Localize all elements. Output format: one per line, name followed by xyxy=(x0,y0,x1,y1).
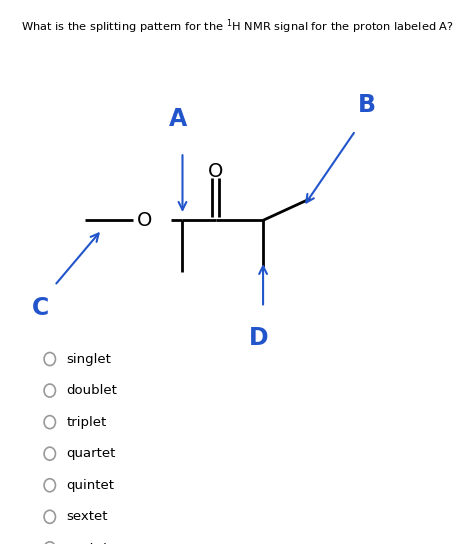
Text: O: O xyxy=(137,211,152,230)
Text: septet: septet xyxy=(66,542,109,544)
Text: What is the splitting pattern for the $^{1}$H NMR signal for the proton labeled : What is the splitting pattern for the $^… xyxy=(20,17,454,36)
Text: triplet: triplet xyxy=(66,416,107,429)
Text: doublet: doublet xyxy=(66,384,117,397)
Text: sextet: sextet xyxy=(66,510,108,523)
Text: O: O xyxy=(208,162,223,181)
Text: A: A xyxy=(169,107,187,131)
Text: D: D xyxy=(248,326,268,350)
Text: B: B xyxy=(358,93,376,117)
Text: quintet: quintet xyxy=(66,479,114,492)
Text: singlet: singlet xyxy=(66,353,111,366)
Text: C: C xyxy=(32,296,49,320)
Text: quartet: quartet xyxy=(66,447,116,460)
